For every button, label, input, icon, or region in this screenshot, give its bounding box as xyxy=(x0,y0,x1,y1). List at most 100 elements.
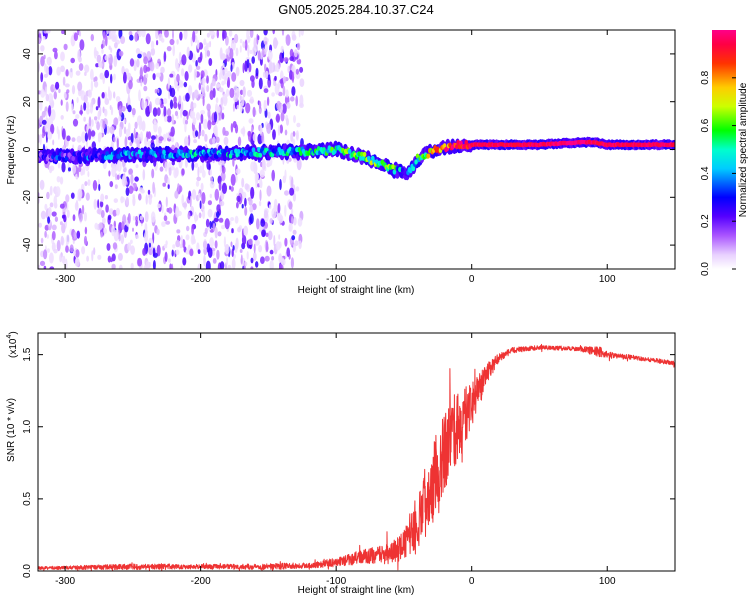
spectrogram-noise-cell xyxy=(60,99,63,106)
spectrogram-noise-cell xyxy=(209,220,212,230)
spectrogram-noise-cell xyxy=(79,39,85,51)
spectrogram-noise-cell xyxy=(206,50,211,57)
spectrogram-noise-cell xyxy=(167,77,170,90)
spectrogram-noise-cell xyxy=(97,96,101,108)
spectrogram-noise-cell xyxy=(129,141,133,146)
spectrogram-noise-cell xyxy=(279,215,284,224)
spectrogram-noise-cell xyxy=(128,80,133,90)
spectrogram-noise-cell xyxy=(251,56,255,64)
spectrogram-noise-cell xyxy=(93,198,97,210)
spectrogram-noise-cell xyxy=(164,30,169,38)
spectrogram-noise-cell xyxy=(282,175,286,184)
spectrogram-noise-cell xyxy=(114,184,118,189)
spectrogram-noise-cell xyxy=(60,65,65,73)
spectrogram-noise-cell xyxy=(121,221,125,230)
spectrogram-noise-cell xyxy=(209,169,212,176)
spectrogram-noise-cell xyxy=(284,190,289,196)
spectrogram-noise-cell xyxy=(160,103,164,109)
spectrogram-noise-cell xyxy=(57,162,61,169)
spectrogram-noise-cell xyxy=(295,95,299,107)
spectrogram-noise-cell xyxy=(41,119,47,125)
spectrogram-noise-cell xyxy=(75,114,80,119)
spectrogram-noise-cell xyxy=(138,89,141,102)
spectrogram-noise-cell xyxy=(135,164,139,169)
spectrogram-noise-cell xyxy=(163,244,168,249)
snr-x-tick-label: -200 xyxy=(191,576,211,587)
snr-x-tick-label: -100 xyxy=(326,576,346,587)
spectrogram-noise-cell xyxy=(128,168,133,175)
spectrogram-noise-cell xyxy=(278,234,281,240)
spectrogram-noise-cell xyxy=(163,106,167,118)
spectrogram-noise-cell xyxy=(96,208,102,215)
spectrogram-noise-cell xyxy=(56,239,61,252)
spectrogram-noise-cell xyxy=(113,73,116,81)
spectrogram-noise-cell xyxy=(168,167,172,176)
spectrogram-noise-cell xyxy=(159,166,164,172)
spectrogram-noise-cell xyxy=(127,242,132,251)
spectrogram-noise-cell xyxy=(242,86,246,98)
spectrogram-noise-cell xyxy=(65,69,69,77)
spectrogram-noise-cell xyxy=(181,54,187,66)
spectrogram-noise-cell xyxy=(141,30,146,38)
colorbar-tick-label: 0.2 xyxy=(700,214,711,228)
spectrogram-noise-cell xyxy=(98,222,103,230)
spectrogram-noise-cell xyxy=(162,133,167,142)
spectrogram-noise-cell xyxy=(201,129,205,137)
spectrogram-noise-cell xyxy=(203,38,207,46)
spectrogram-noise-cell xyxy=(219,261,225,269)
spectrogram-ridge-cell xyxy=(76,151,81,157)
spectrogram-noise-cell xyxy=(111,165,117,178)
spectrogram-noise-cell xyxy=(263,88,269,94)
spectrogram-noise-cell xyxy=(147,189,151,195)
spectrogram-noise-cell xyxy=(195,60,198,67)
spectrogram-noise-cell xyxy=(235,168,241,175)
spectrogram-noise-cell xyxy=(71,85,76,95)
spectrogram-noise-cell xyxy=(113,55,118,68)
colorbar-ticks: 0.0 0.2 0.4 0.6 0.8 xyxy=(700,70,736,276)
spectrogram-noise-cell xyxy=(266,96,270,107)
spectrogram-noise-cell xyxy=(214,240,218,249)
spectrogram-noise-cell xyxy=(295,130,299,141)
spectrogram-noise-cell xyxy=(46,191,50,200)
spectrogram-noise-cell xyxy=(275,113,280,123)
spectrogram-noise-cell xyxy=(208,58,213,66)
spectrogram-ridge-cell xyxy=(299,150,303,156)
spectrogram-noise-cell xyxy=(227,264,232,269)
spectrogram-noise-cell xyxy=(81,204,85,215)
spectrogram-noise-cell xyxy=(169,73,174,78)
spectrogram-noise-cell xyxy=(193,139,198,144)
spectrogram-noise-cell xyxy=(60,115,64,120)
snr-y-tick-label: 1.5 xyxy=(22,347,33,361)
spectrogram-noise-cell xyxy=(102,217,106,225)
spectrogram-noise-cell xyxy=(230,64,233,72)
spectrogram-ridge-cell xyxy=(398,166,402,173)
spectrogram-x-tick-label: 100 xyxy=(599,274,616,285)
spectrogram-noise-cell xyxy=(71,137,76,142)
colorbar-tick-label: 0.0 xyxy=(700,262,711,276)
spectrogram-noise-cell xyxy=(290,96,295,102)
spectrogram-noise-cell xyxy=(173,168,178,179)
spectrogram-noise-cell xyxy=(108,170,111,177)
spectrogram-noise-cell xyxy=(163,51,167,62)
spectrogram-noise-cell xyxy=(205,218,210,228)
spectrogram-noise-cell xyxy=(198,82,201,91)
spectrogram-noise-cell xyxy=(256,172,259,182)
spectrogram-noise-cell xyxy=(58,88,61,94)
spectrogram-noise-cell xyxy=(264,70,269,79)
spectrogram-noise-cell xyxy=(107,214,112,221)
spectrogram-noise-cell xyxy=(127,104,132,113)
spectrogram-noise-cell xyxy=(138,30,142,38)
spectrogram-noise-cell xyxy=(178,95,182,105)
svg-text:(x104): (x104) xyxy=(6,331,19,358)
spectrogram-noise-cell xyxy=(213,217,219,222)
spectrogram-noise-cell xyxy=(72,214,76,222)
spectrogram-noise-cell xyxy=(179,31,183,41)
spectrogram-ridge-cell xyxy=(455,144,459,150)
spectrogram-noise-cell xyxy=(212,136,216,145)
spectrogram-noise-cell xyxy=(221,182,227,194)
spectrogram-noise-cell xyxy=(172,244,176,249)
spectrogram-noise-cell xyxy=(200,113,204,125)
spectrogram-noise-cell xyxy=(206,103,211,112)
spectrogram-noise-cell xyxy=(75,70,81,76)
spectrogram-x-tick-label: -100 xyxy=(326,274,346,285)
